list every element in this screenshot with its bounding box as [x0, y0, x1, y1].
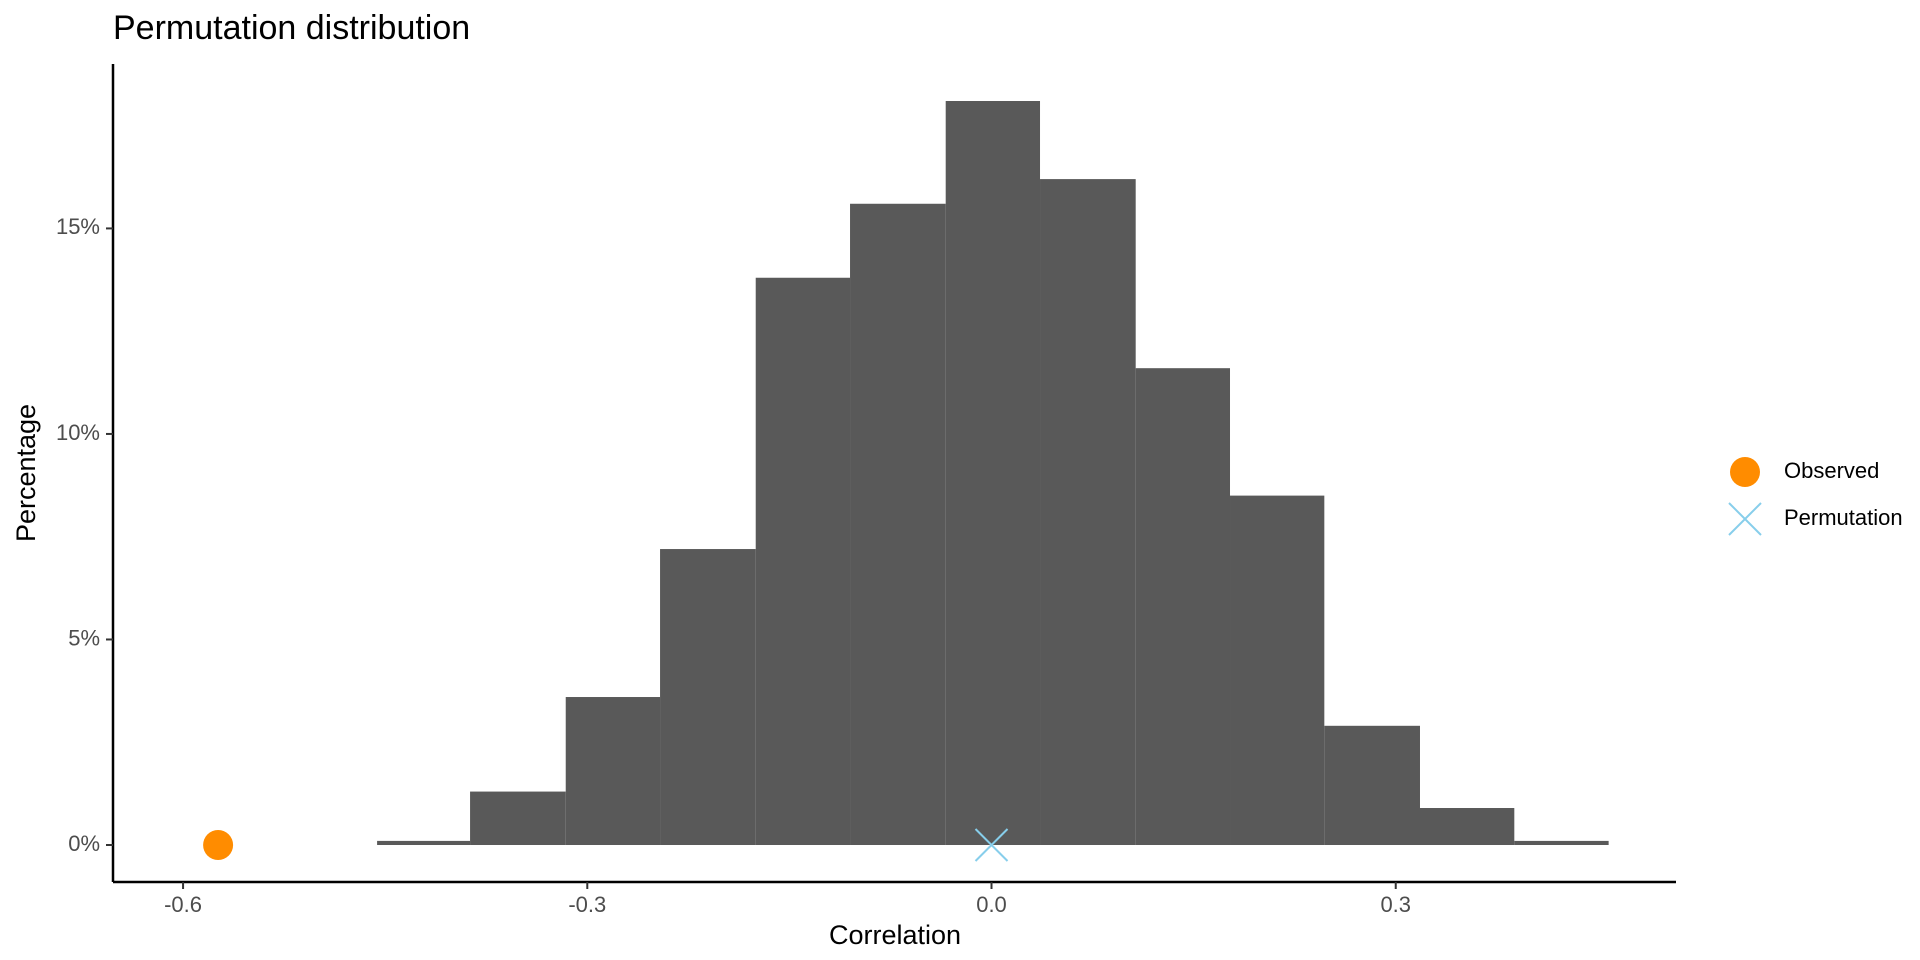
x-tick-label: 0.3 [1380, 892, 1411, 917]
histogram-bar [1324, 725, 1420, 846]
y-tick-label: 15% [56, 214, 100, 239]
x-tick-label: 0.0 [976, 892, 1007, 917]
point [974, 828, 1009, 862]
x-axis-title: Correlation [829, 920, 961, 950]
histogram-bar [1040, 179, 1136, 846]
y-tick-label: 5% [68, 625, 100, 650]
legend-symbol [1728, 502, 1762, 536]
histogram-bar [660, 549, 756, 846]
legend-label: Observed [1784, 458, 1879, 483]
histogram-bar [1135, 368, 1231, 846]
histogram-bar [1419, 808, 1515, 846]
x-tick-label: -0.6 [164, 892, 202, 917]
legend-symbol [1730, 457, 1760, 487]
y-tick-label: 10% [56, 420, 100, 445]
histogram-bar [470, 791, 566, 846]
point [203, 830, 234, 861]
chart-title: Permutation distribution [113, 9, 470, 47]
histogram-bar [850, 203, 946, 846]
x-tick-label: -0.3 [568, 892, 606, 917]
legend-label: Permutation [1784, 505, 1903, 530]
histogram-bar [1230, 495, 1325, 846]
y-tick-label: 0% [68, 831, 100, 856]
y-axis-title: Percentage [11, 404, 41, 542]
histogram-bar [565, 697, 661, 846]
histogram-bar [377, 840, 471, 846]
histogram-bar [1514, 840, 1609, 846]
histogram-bar [945, 100, 1041, 846]
histogram-bar [755, 277, 851, 846]
